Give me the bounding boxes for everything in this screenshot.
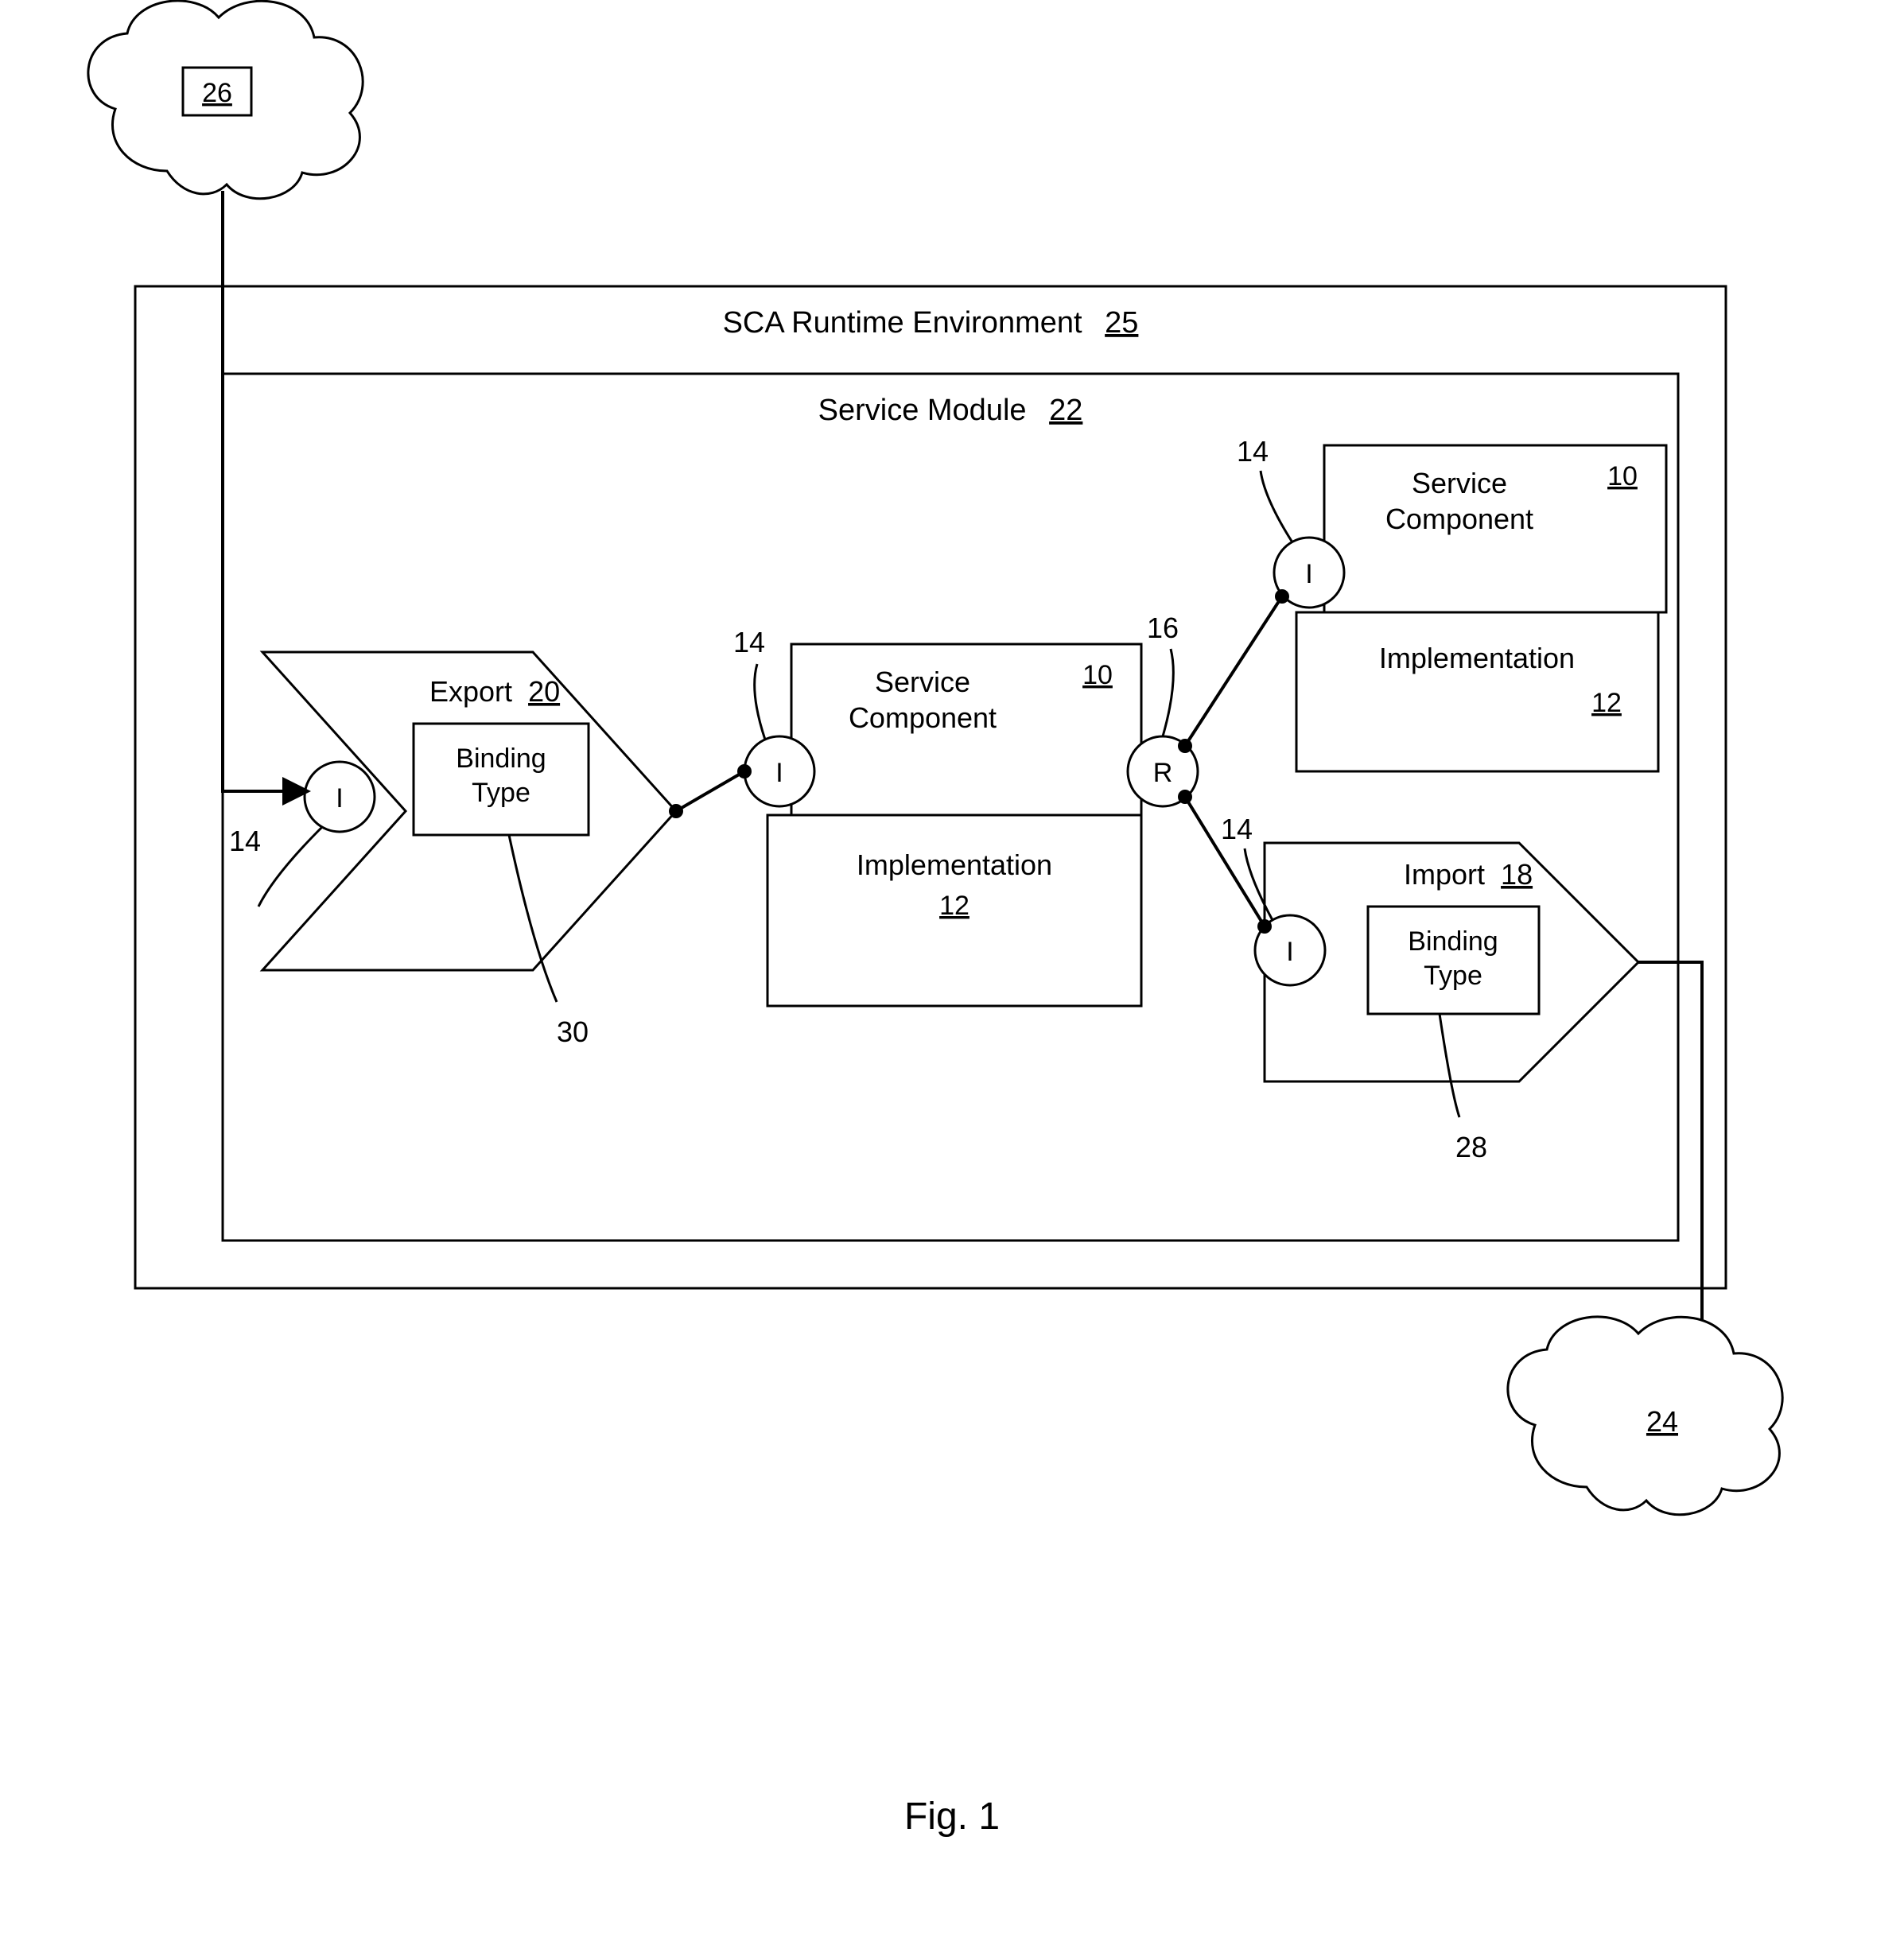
reference-ref: 16 (1147, 612, 1179, 644)
service-component-top: Service Component 10 Implementation 12 (1296, 445, 1666, 771)
binding-import-line2: Type (1424, 961, 1482, 991)
import-label: Import (1404, 858, 1485, 891)
export-ref: 20 (528, 675, 560, 708)
import-ref: 18 (1501, 858, 1533, 891)
interface-export-glyph: I (336, 783, 343, 813)
binding-export-line1: Binding (456, 744, 546, 774)
diagram-canvas: 26 SCA Runtime Environment 25 Service Mo… (0, 0, 1904, 1957)
binding-export-line2: Type (472, 778, 530, 808)
export-shape: Export 20 Binding Type 30 (262, 652, 676, 1048)
interface-top-glyph: I (1305, 559, 1312, 589)
module-ref: 22 (1049, 394, 1082, 427)
sca-label: SCA Runtime Environment (723, 306, 1082, 340)
component-center-ref: 10 (1082, 660, 1113, 690)
interface-import-ref: 14 (1221, 813, 1253, 845)
interface-center-ref: 14 (733, 626, 765, 658)
interface-export-ref: 14 (229, 825, 261, 857)
svg-text:Service Module 22: Service Module 22 (818, 394, 1083, 427)
cloud-in-ref: 26 (202, 78, 232, 108)
cloud-out: 24 (1508, 1317, 1782, 1515)
interface-import-glyph: I (1286, 937, 1293, 967)
impl-center-label: Implementation (857, 848, 1052, 881)
cloud-out-ref: 24 (1646, 1405, 1678, 1438)
interface-center-glyph: I (775, 758, 783, 788)
impl-top-label: Implementation (1379, 642, 1575, 674)
binding-import-line1: Binding (1408, 926, 1498, 957)
interface-top-ref: 14 (1237, 435, 1269, 468)
component-top-line1: Service (1412, 467, 1507, 499)
service-component-center: Service Component 10 Implementation 12 (767, 644, 1141, 1006)
component-center-line1: Service (875, 666, 970, 698)
svg-text:Export 20: Export 20 (429, 675, 560, 708)
impl-top-ref: 12 (1591, 688, 1622, 718)
module-label: Service Module (818, 394, 1027, 427)
import-shape: Import 18 Binding Type 28 (1265, 843, 1638, 1163)
figure-caption: Fig. 1 (904, 1796, 1000, 1838)
sca-ref: 25 (1105, 306, 1138, 340)
svg-text:SCA Runtime Environment: SCA Runtime Environment 25 (723, 306, 1139, 340)
reference-glyph: R (1153, 758, 1173, 788)
cloud-in: 26 (88, 1, 363, 199)
export-label: Export (429, 675, 512, 708)
binding-export-ref: 30 (557, 1015, 589, 1048)
component-top-line2: Component (1385, 503, 1533, 535)
impl-center-ref: 12 (939, 891, 969, 921)
component-center-line2: Component (849, 701, 997, 734)
component-top-ref: 10 (1607, 461, 1638, 491)
binding-import-ref: 28 (1455, 1131, 1487, 1163)
svg-text:Import 18: Import 18 (1404, 858, 1533, 891)
